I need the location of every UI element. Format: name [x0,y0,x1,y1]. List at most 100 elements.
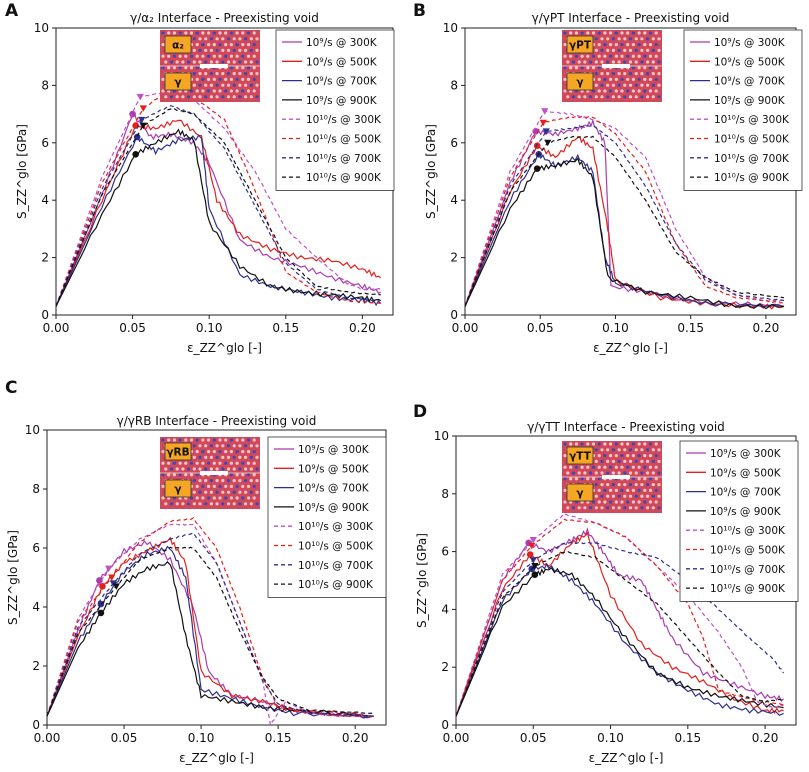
atom [651,95,655,99]
atom [249,479,253,483]
atom [252,496,256,500]
atom [201,54,205,58]
atom [215,444,219,448]
yield-marker [528,542,536,550]
atom [571,95,576,99]
atom [606,471,610,475]
atom [224,54,228,58]
atom [620,442,624,446]
atom [600,494,604,498]
atom [620,465,624,469]
atom [246,450,251,454]
atom [614,54,618,58]
atom [246,484,251,488]
atom [218,89,222,93]
atom [181,60,185,64]
atom [212,43,216,47]
atom [204,502,208,506]
atom [195,66,199,70]
legend-box [267,436,387,598]
atom [611,48,616,53]
atom [215,490,219,494]
y-tick-label: 4 [441,602,449,616]
atom [238,455,242,459]
atom [654,454,658,458]
y-tick-label: 8 [32,482,40,496]
atom [255,37,259,41]
series-line [46,523,374,727]
atom [207,54,211,58]
atom [646,37,650,41]
atom [580,54,584,58]
atom [637,54,641,58]
phase-label: α₂ [172,40,184,52]
atom [594,506,598,510]
atom [232,60,236,64]
atom [600,48,604,53]
atom [244,48,248,53]
atom [252,54,256,58]
atom [654,477,658,481]
atom [566,471,570,475]
legend-label: 10⁹/s @ 300K [306,37,378,49]
inset-snapshot: γTT γ [562,441,662,513]
atom [591,66,596,70]
atom [235,461,239,465]
phase-label: γ [174,77,181,89]
atom [189,66,194,70]
atom [229,461,233,465]
atom [654,442,658,446]
atom [631,454,636,458]
atom [617,459,621,463]
series-line [464,124,785,307]
void [200,471,228,475]
atom [178,54,182,58]
atom [611,506,616,510]
atom [209,502,213,506]
atom [597,477,601,481]
atom [617,494,621,498]
atom [600,471,604,475]
atom [161,473,165,477]
atom [640,72,644,76]
atom [226,48,231,53]
atom [580,477,584,481]
atom [224,450,228,454]
atom [255,444,259,448]
atom [620,500,624,504]
atom [646,60,650,64]
atom [192,479,196,483]
atom [215,60,219,64]
atom [255,479,259,483]
atom [184,66,188,70]
atom [201,77,205,81]
atom [574,31,579,35]
atom [209,455,213,459]
atom [597,89,601,93]
atom [609,89,613,93]
atom [606,60,610,64]
yield-marker [531,563,539,570]
atom [614,77,618,81]
atom [232,502,236,506]
atom [623,48,627,53]
atom [617,483,621,487]
atom [617,95,621,99]
atom [232,479,236,483]
y-tick-label: 0 [41,308,49,322]
atom [594,95,598,99]
atom [235,89,239,93]
atom [657,471,661,475]
atom [221,37,225,41]
atom [563,465,567,469]
atom [226,467,231,471]
phase-label: γPT [569,40,592,52]
atom [238,502,242,506]
atom [654,31,658,35]
series-group [464,108,785,310]
atom [606,95,610,99]
x-axis-label: ε_ZZ^glo [-] [589,751,664,765]
atom [626,31,630,35]
x-tick-label: 0.00 [452,321,479,335]
atom [181,502,185,506]
